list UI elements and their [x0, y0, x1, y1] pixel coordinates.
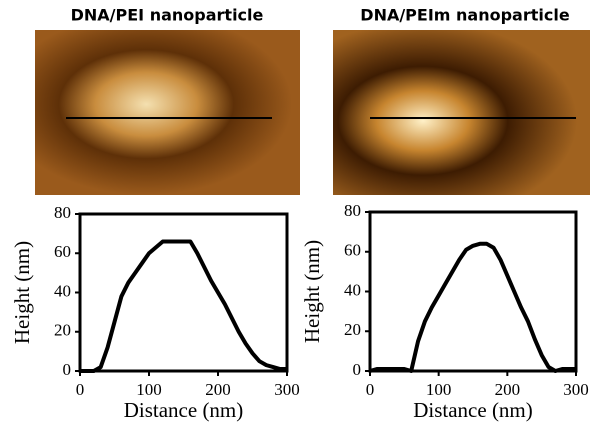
chart-title: DNA/PEIm nanoparticle: [360, 6, 570, 25]
y-axis-label: Height (nm): [300, 240, 324, 343]
y-tick-label: 0: [353, 360, 362, 379]
data-line: [80, 239, 287, 373]
x-tick-label: 200: [205, 380, 231, 399]
x-tick-label: 100: [426, 380, 452, 399]
y-tick-label: 80: [344, 201, 361, 220]
chart-title: DNA/PEI nanoparticle: [71, 6, 264, 25]
x-tick-label: 300: [563, 380, 589, 399]
y-tick-label: 20: [344, 320, 361, 339]
y-tick-label: 60: [54, 242, 71, 261]
y-tick-label: 40: [54, 281, 71, 300]
afm-image: [35, 30, 300, 195]
x-tick-label: 300: [274, 380, 300, 399]
y-axis-label: Height (nm): [10, 241, 34, 344]
x-axis-label: Distance (nm): [413, 398, 533, 422]
data-line: [369, 241, 576, 373]
y-tick-label: 60: [344, 241, 361, 260]
afm-image: [333, 30, 590, 195]
x-tick-label: 100: [136, 380, 162, 399]
y-tick-label: 20: [54, 321, 71, 340]
plot-frame: [78, 212, 289, 373]
y-tick-label: 0: [63, 360, 72, 379]
x-tick-label: 0: [366, 380, 375, 399]
x-tick-label: 0: [76, 380, 85, 399]
x-tick-label: 200: [495, 380, 521, 399]
y-tick-label: 40: [344, 280, 361, 299]
plot-frame: [368, 210, 578, 373]
x-axis-label: Distance (nm): [124, 398, 244, 422]
y-tick-label: 80: [54, 203, 71, 222]
